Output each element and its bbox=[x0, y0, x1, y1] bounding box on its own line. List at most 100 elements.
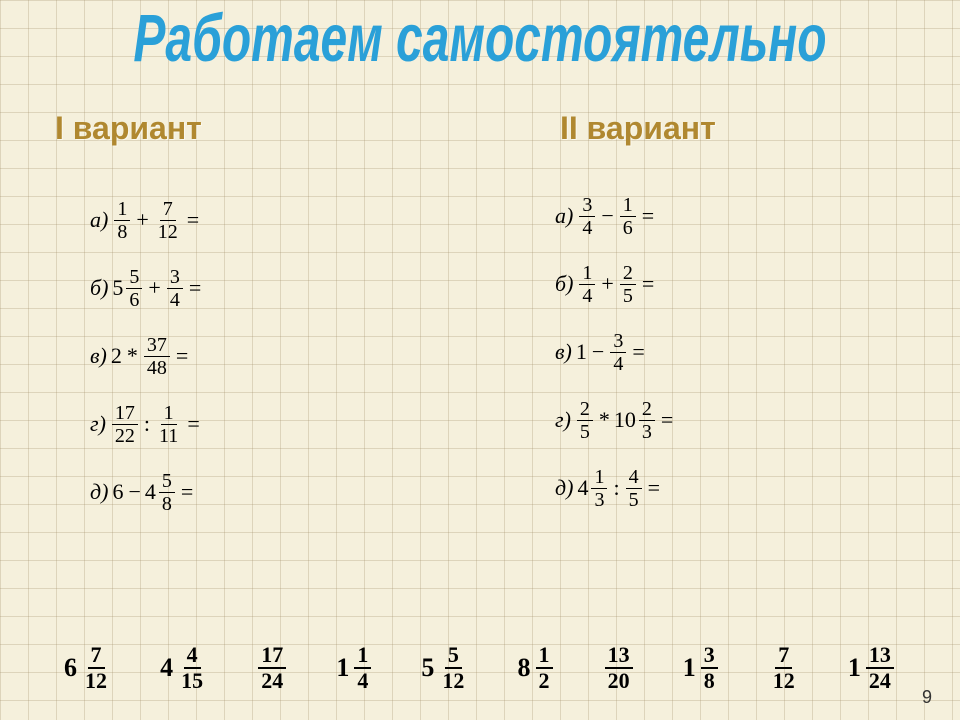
numerator: 2 bbox=[620, 263, 636, 285]
denominator: 12 bbox=[82, 669, 110, 692]
problem-row: г)1722:111= bbox=[90, 394, 205, 454]
problem-row: б)14+25= bbox=[555, 254, 677, 314]
problem-row: б)556+34= bbox=[90, 258, 205, 318]
numerator: 3 bbox=[701, 644, 718, 669]
problem-column-1: а)18+712=б)556+34=в)2*3748=г)1722:111=д)… bbox=[90, 190, 205, 530]
page-number: 9 bbox=[922, 687, 932, 708]
operator: = bbox=[181, 479, 193, 505]
variant-2-label: II вариант bbox=[560, 110, 716, 147]
numerator: 4 bbox=[184, 644, 201, 669]
numerator: 1 bbox=[536, 644, 553, 669]
answer-item: 138 bbox=[683, 644, 720, 692]
numerator: 17 bbox=[112, 403, 138, 425]
denominator: 15 bbox=[178, 669, 206, 692]
answer-item: 114 bbox=[336, 644, 373, 692]
operator: = bbox=[176, 343, 188, 369]
whole-number: 1 bbox=[576, 339, 587, 365]
problem-row: д)413:45= bbox=[555, 458, 677, 518]
denominator: 24 bbox=[258, 669, 286, 692]
denominator: 8 bbox=[114, 221, 130, 242]
denominator: 3 bbox=[639, 421, 655, 442]
denominator: 22 bbox=[112, 425, 138, 446]
fraction: 34 bbox=[579, 195, 595, 238]
answer-item: 812 bbox=[518, 644, 555, 692]
answer-item: 1724 bbox=[256, 644, 288, 692]
fraction: 58 bbox=[159, 471, 175, 514]
numerator: 3 bbox=[610, 331, 626, 353]
denominator: 8 bbox=[159, 493, 175, 514]
fraction: 56 bbox=[126, 267, 142, 310]
numerator: 37 bbox=[144, 335, 170, 357]
fraction: 34 bbox=[610, 331, 626, 374]
answer-whole: 1 bbox=[683, 653, 696, 683]
fraction: 25 bbox=[577, 399, 593, 442]
numerator: 7 bbox=[160, 199, 176, 221]
denominator: 20 bbox=[605, 669, 633, 692]
denominator: 8 bbox=[701, 669, 718, 692]
numerator: 2 bbox=[639, 399, 655, 421]
denominator: 6 bbox=[126, 289, 142, 310]
operator: + bbox=[148, 275, 160, 301]
whole-number: 10 bbox=[614, 407, 636, 433]
answer-whole: 1 bbox=[336, 653, 349, 683]
numerator: 1 bbox=[591, 467, 607, 489]
whole-number: 4 bbox=[145, 479, 156, 505]
denominator: 4 bbox=[579, 285, 595, 306]
denominator: 5 bbox=[577, 421, 593, 442]
problem-letter: б) bbox=[555, 271, 573, 297]
operator: − bbox=[128, 479, 140, 505]
answers-row: 6712441517241145512812132013871211324 bbox=[40, 644, 920, 692]
operator: + bbox=[601, 271, 613, 297]
denominator: 12 bbox=[770, 669, 798, 692]
operator: : bbox=[144, 411, 150, 437]
problem-letter: в) bbox=[555, 339, 572, 365]
operator: = bbox=[648, 475, 660, 501]
denominator: 12 bbox=[439, 669, 467, 692]
denominator: 6 bbox=[620, 217, 636, 238]
denominator: 11 bbox=[156, 425, 181, 446]
numerator: 1 bbox=[114, 199, 130, 221]
answer-whole: 6 bbox=[64, 653, 77, 683]
whole-number: 5 bbox=[112, 275, 123, 301]
operator: − bbox=[592, 339, 604, 365]
problem-row: а)18+712= bbox=[90, 190, 205, 250]
fraction: 23 bbox=[639, 399, 655, 442]
fraction: 14 bbox=[354, 644, 371, 692]
numerator: 17 bbox=[258, 644, 286, 669]
fraction: 1724 bbox=[258, 644, 286, 692]
numerator: 2 bbox=[577, 399, 593, 421]
fraction: 712 bbox=[155, 199, 181, 242]
fraction: 13 bbox=[591, 467, 607, 510]
problem-letter: г) bbox=[555, 407, 571, 433]
fraction: 34 bbox=[167, 267, 183, 310]
operator: = bbox=[189, 275, 201, 301]
numerator: 5 bbox=[159, 471, 175, 493]
variant-1-label: I вариант bbox=[55, 110, 202, 147]
fraction: 18 bbox=[114, 199, 130, 242]
answer-whole: 1 bbox=[848, 653, 861, 683]
denominator: 4 bbox=[610, 353, 626, 374]
denominator: 3 bbox=[591, 489, 607, 510]
problem-letter: а) bbox=[90, 207, 108, 233]
problem-row: в)1−34= bbox=[555, 322, 677, 382]
numerator: 1 bbox=[579, 263, 595, 285]
operator: = bbox=[661, 407, 673, 433]
problem-letter: д) bbox=[90, 479, 108, 505]
numerator: 7 bbox=[775, 644, 792, 669]
operator: = bbox=[632, 339, 644, 365]
numerator: 1 bbox=[354, 644, 371, 669]
whole-number: 2 bbox=[111, 343, 122, 369]
fraction: 111 bbox=[156, 403, 181, 446]
problem-letter: б) bbox=[90, 275, 108, 301]
fraction: 45 bbox=[626, 467, 642, 510]
denominator: 24 bbox=[866, 669, 894, 692]
answer-item: 5512 bbox=[421, 644, 469, 692]
fraction: 14 bbox=[579, 263, 595, 306]
answer-whole: 5 bbox=[421, 653, 434, 683]
answer-item: 11324 bbox=[848, 644, 896, 692]
numerator: 5 bbox=[126, 267, 142, 289]
numerator: 1 bbox=[620, 195, 636, 217]
denominator: 2 bbox=[536, 669, 553, 692]
problem-letter: в) bbox=[90, 343, 107, 369]
problem-row: в)2*3748= bbox=[90, 326, 205, 386]
